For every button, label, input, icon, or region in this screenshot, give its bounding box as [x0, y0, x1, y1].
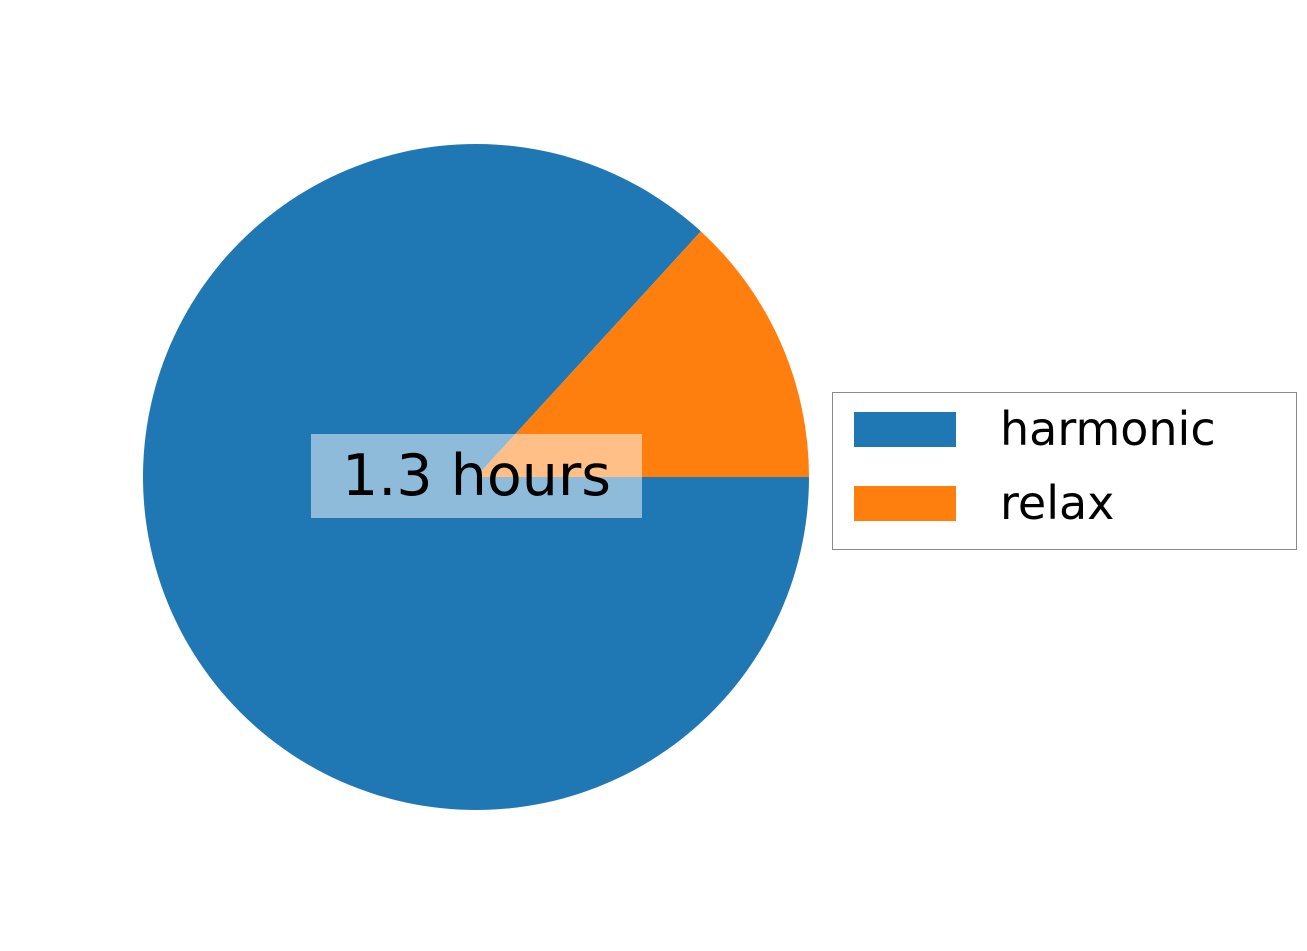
legend-label-relax: relax: [1000, 476, 1115, 530]
legend-item-harmonic[interactable]: harmonic: [833, 402, 1296, 456]
legend-label-harmonic: harmonic: [1000, 402, 1216, 456]
pie-center-label: 1.3 hours: [311, 434, 642, 518]
chart-legend: harmonic relax: [832, 392, 1297, 550]
legend-swatch-harmonic: [854, 411, 956, 447]
pie-center-label-text: 1.3 hours: [341, 442, 612, 509]
legend-item-relax[interactable]: relax: [833, 476, 1296, 530]
pie-wedge-relax[interactable]: [476, 231, 809, 477]
legend-swatch-relax: [854, 485, 956, 521]
